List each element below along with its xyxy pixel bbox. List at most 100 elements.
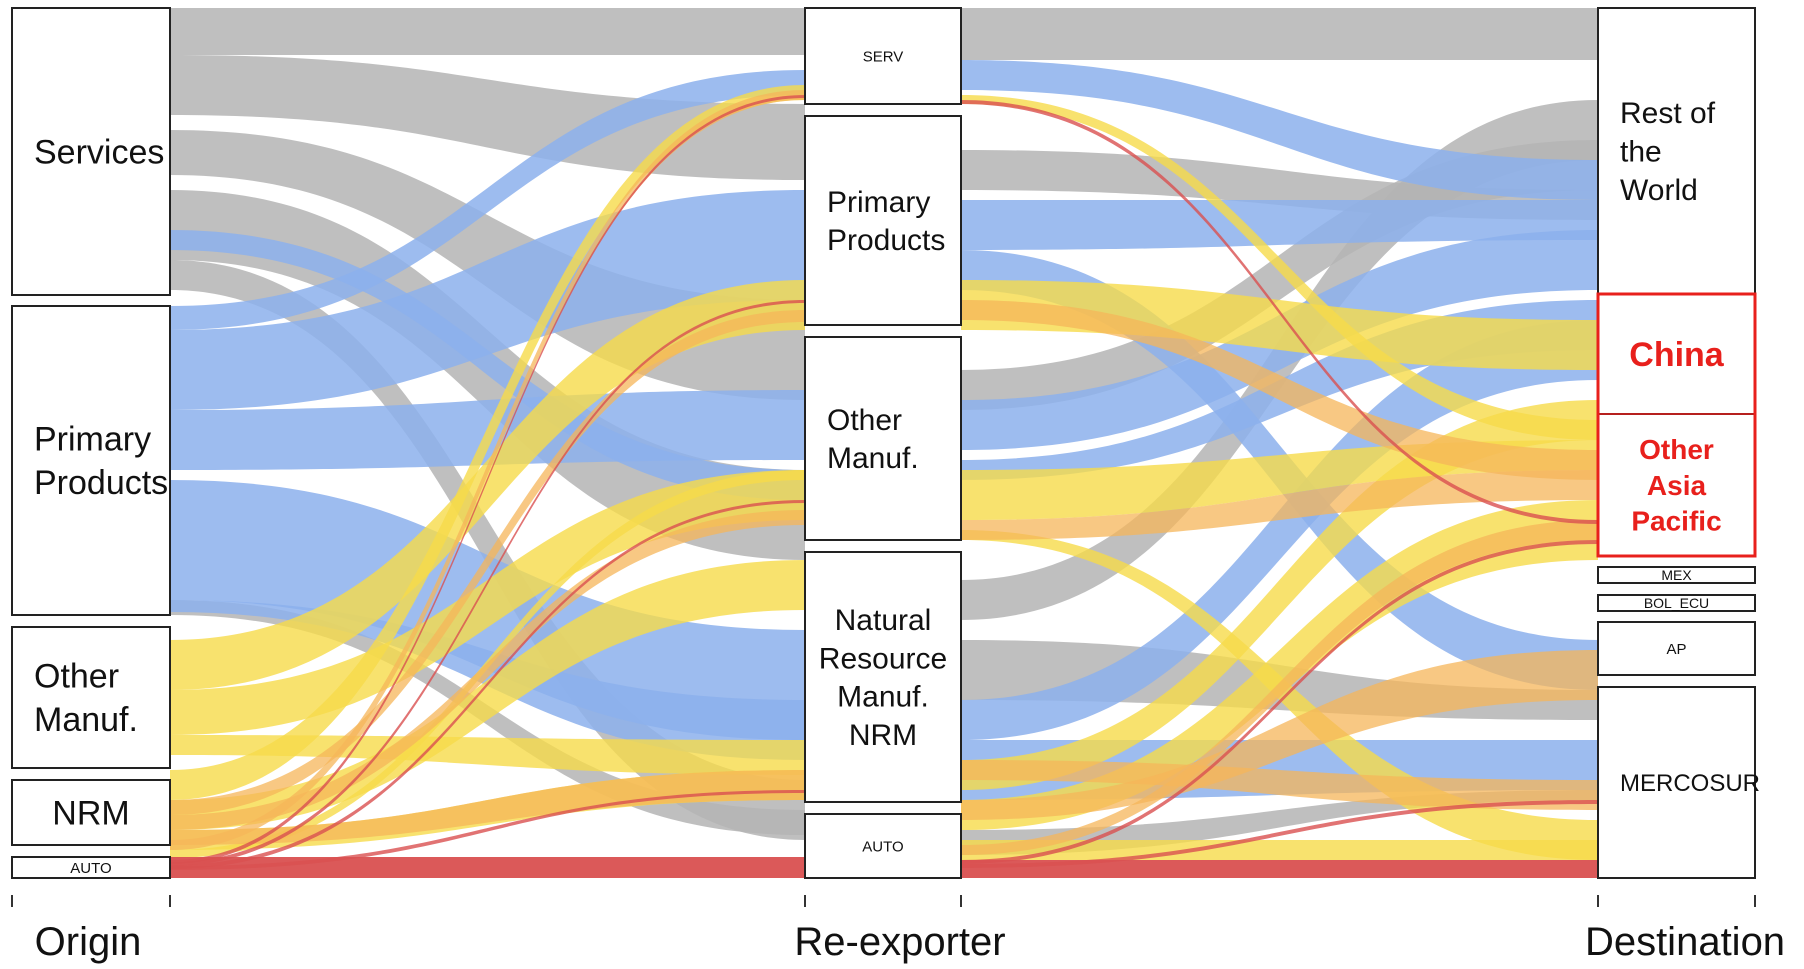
- node-box: [804, 7, 962, 105]
- nodes: Services Primary Products Other Manuf. NRM AUT…: [11, 7, 1760, 879]
- flow-blue-left-5: [170, 230, 805, 500]
- node-label: AUTO: [862, 838, 903, 855]
- axis-label-destination: Destination: [1585, 920, 1785, 964]
- flow-orange-right-4: [961, 520, 1598, 855]
- node-o-primary[interactable]: Primary Products: [11, 305, 171, 616]
- node-d-ap[interactable]: AP: [1597, 621, 1756, 676]
- node-box: [1597, 686, 1756, 879]
- node-r-auto[interactable]: AUTO: [804, 813, 962, 879]
- node-box: [1597, 7, 1756, 295]
- flow-yellow-left-4: [170, 560, 805, 830]
- node-label: Resource: [819, 642, 947, 675]
- node-label: MERCOSUR: [1620, 770, 1760, 797]
- node-r-serv[interactable]: SERV: [804, 7, 962, 105]
- flow-red-right-2: [961, 800, 1598, 868]
- flow-red-left-2: [170, 500, 805, 869]
- flow-orange-left-1: [170, 510, 805, 830]
- node-label: Primary: [827, 186, 930, 219]
- node-d-bol[interactable]: BOL_ECU: [1597, 594, 1756, 612]
- flow-orange-right-0: [961, 300, 1598, 480]
- node-label: AP: [1666, 641, 1686, 658]
- node-d-oap[interactable]: Other Asia Pacific: [1597, 413, 1756, 557]
- axis-label-origin: Origin: [35, 920, 142, 964]
- axis-label-reexporter: Re-exporter: [794, 920, 1005, 964]
- node-label: Other: [34, 658, 119, 696]
- flows-orange: [170, 90, 1598, 855]
- node-box: [1597, 413, 1756, 557]
- node-box: [11, 626, 171, 769]
- flow-yellow-left-2: [170, 735, 805, 775]
- node-r-nrm[interactable]: Natural Resource Manuf. NRM: [804, 551, 962, 803]
- flow-grey-right-6: [961, 790, 1598, 855]
- node-box: [1597, 293, 1756, 415]
- flow-red-auto-left: [170, 857, 805, 878]
- flow-grey-right-0: [961, 8, 1598, 30]
- node-r-primary[interactable]: Primary Products: [804, 115, 962, 326]
- flow-orange-right-2: [961, 760, 1598, 810]
- flow-orange-left-2: [170, 770, 805, 845]
- node-label: Services: [34, 133, 164, 171]
- node-label: Manuf.: [827, 442, 919, 475]
- flow-yellow-left-3: [170, 85, 805, 800]
- flow-grey-left-1: [170, 55, 805, 180]
- node-d-row[interactable]: Rest of the World: [1597, 7, 1756, 295]
- node-box: [11, 305, 171, 616]
- node-d-china[interactable]: China: [1597, 293, 1756, 415]
- node-label: the: [1620, 136, 1662, 169]
- node-o-nrm[interactable]: NRM: [11, 779, 171, 846]
- node-box: [804, 336, 962, 541]
- flow-grey-left-4: [170, 260, 805, 840]
- node-r-other[interactable]: Other Manuf.: [804, 336, 962, 541]
- flow-blue-right-4: [961, 320, 1598, 740]
- node-label: MEX: [1661, 567, 1692, 583]
- node-box: [1597, 621, 1756, 676]
- node-label: Manuf.: [34, 701, 138, 739]
- flows-red: [170, 95, 1598, 878]
- flow-grey-right-1: [961, 30, 1598, 60]
- flow-orange-left-3: [170, 90, 805, 850]
- node-label: Other: [1639, 434, 1714, 465]
- highlight-frame: [1596, 292, 1757, 558]
- flow-yellow-right-0: [961, 95, 1598, 440]
- node-label: World: [1620, 174, 1698, 207]
- node-label: NRM: [52, 794, 129, 832]
- node-label: Other: [827, 404, 902, 437]
- node-label: China: [1629, 336, 1725, 374]
- node-o-auto[interactable]: AUTO: [11, 856, 171, 879]
- node-label: Products: [827, 224, 945, 257]
- node-label: Asia: [1647, 470, 1707, 501]
- flow-red-right-1: [961, 540, 1598, 864]
- node-label: BOL_ECU: [1644, 595, 1709, 611]
- flow-blue-right-0: [961, 60, 1598, 200]
- node-box: [804, 813, 962, 879]
- flow-red-left-0: [170, 95, 805, 864]
- flow-yellow-left-0: [170, 280, 805, 690]
- flow-yellow-right-5: [961, 500, 1598, 830]
- axis-ticks: [11, 895, 1756, 907]
- flow-orange-right-3: [961, 650, 1598, 820]
- node-box: [11, 779, 171, 846]
- node-box: [11, 856, 171, 879]
- flow-yellow-left-1: [170, 470, 805, 735]
- node-label: AUTO: [70, 860, 111, 877]
- flow-red-left-1: [170, 300, 805, 866]
- node-o-services[interactable]: Services: [11, 7, 171, 296]
- node-box: [804, 115, 962, 326]
- flow-orange-right-1: [961, 470, 1598, 540]
- flow-red-left-3: [170, 790, 805, 870]
- flow-yellow-right-6: [961, 840, 1598, 860]
- node-d-mercosur[interactable]: MERCOSUR: [1597, 686, 1760, 879]
- flow-red-right-0: [961, 100, 1598, 524]
- node-label: Natural: [835, 604, 932, 637]
- node-label: Products: [34, 464, 168, 502]
- node-o-other[interactable]: Other Manuf.: [11, 626, 171, 769]
- node-box: [11, 7, 171, 296]
- flow-yellow-right-4: [961, 400, 1598, 790]
- node-label: Primary: [34, 421, 151, 459]
- node-box: [1597, 594, 1756, 612]
- flow-grey-left-0: [170, 8, 805, 55]
- node-label: Pacific: [1631, 506, 1721, 537]
- node-d-mex[interactable]: MEX: [1597, 566, 1756, 584]
- flow-orange-left-0: [170, 310, 805, 815]
